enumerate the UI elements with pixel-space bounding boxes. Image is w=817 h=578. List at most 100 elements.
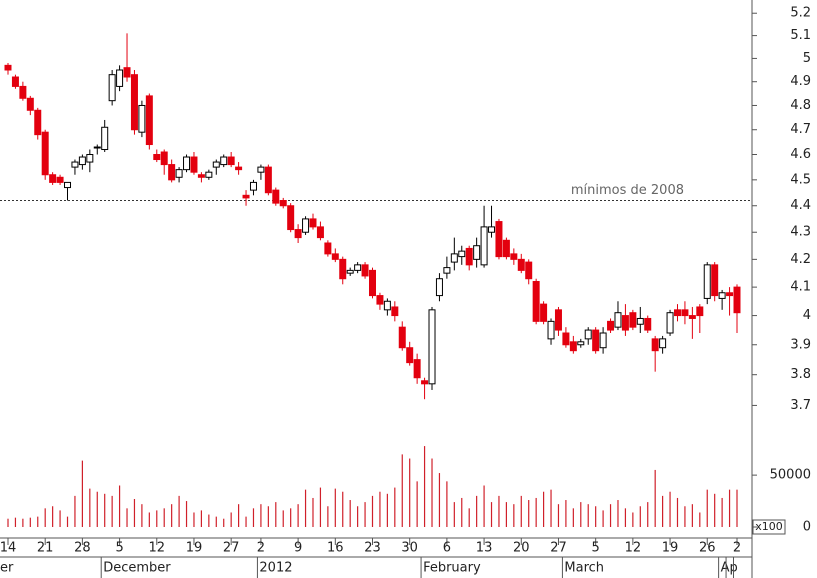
- candle-body: [302, 218, 310, 233]
- x-tick-label: 21: [37, 541, 54, 556]
- candle-body: [510, 253, 518, 260]
- candle-body: [324, 242, 332, 255]
- y-tick-label: 4: [803, 308, 811, 323]
- x-tick-label: 20: [513, 541, 530, 556]
- y-tick-label: 4.8: [790, 98, 811, 113]
- x-tick-label: 30: [401, 541, 418, 556]
- y-tick-label: 4.7: [790, 122, 811, 137]
- x-tick-label: 27: [223, 541, 240, 556]
- candle-body: [540, 303, 548, 322]
- candle-body: [316, 226, 324, 239]
- candle-body: [130, 74, 138, 131]
- candle-body: [421, 380, 429, 385]
- y-tick-label: 4.2: [790, 252, 811, 267]
- x-tick-label: 12: [625, 541, 642, 556]
- candle-body: [711, 264, 719, 297]
- candle-body: [227, 156, 235, 166]
- y-tick-label: 4.6: [790, 147, 811, 162]
- candle-body: [354, 264, 362, 271]
- candle-body: [123, 67, 131, 78]
- candle-body: [346, 269, 354, 274]
- candle-body: [19, 85, 27, 99]
- x-tick-label: 23: [364, 541, 381, 556]
- x-tick-label: 16: [327, 541, 344, 556]
- y-tick-label: 4.5: [790, 172, 811, 187]
- candle-body: [376, 295, 384, 305]
- candle-body: [383, 300, 391, 311]
- candle-body: [197, 174, 205, 178]
- candle-body: [168, 164, 176, 181]
- x-tick-label: 13: [476, 541, 493, 556]
- candle-body: [160, 151, 168, 166]
- reference-label: mínimos de 2008: [571, 183, 684, 198]
- candle-body: [339, 258, 347, 280]
- x-tick-label: 2: [733, 541, 741, 556]
- candle-body: [86, 154, 94, 163]
- candle-body: [413, 359, 421, 379]
- candle-body: [666, 312, 674, 334]
- candle-body: [279, 200, 287, 207]
- candle-body: [116, 69, 124, 87]
- candle-body: [361, 264, 369, 277]
- candle-body: [688, 315, 696, 319]
- candle-body: [577, 341, 585, 346]
- candle-body: [726, 292, 734, 297]
- candle-body: [64, 181, 72, 189]
- candle-body: [175, 169, 183, 178]
- x-tick-label: 14: [0, 541, 16, 556]
- candle-body: [93, 146, 101, 149]
- candle-body: [190, 156, 198, 173]
- candle-body: [696, 306, 704, 317]
- candle-body: [101, 126, 109, 151]
- candle-body: [11, 76, 19, 87]
- x-tick-label: 19: [186, 541, 203, 556]
- candle-body: [569, 341, 577, 352]
- candle-body: [562, 332, 570, 346]
- candle-body: [406, 347, 414, 364]
- volume-tick-label: 50000: [770, 468, 811, 483]
- candle-body: [56, 176, 64, 183]
- candle-body: [331, 253, 339, 260]
- x-tick-label: 27: [550, 541, 567, 556]
- candle-body: [659, 338, 667, 349]
- candle-body: [584, 329, 592, 340]
- candle-body: [450, 253, 458, 263]
- candle-body: [532, 281, 540, 322]
- y-tick-label: 4.1: [790, 280, 811, 295]
- candle-body: [294, 229, 302, 239]
- y-tick-label: 3.7: [790, 398, 811, 413]
- candle-body: [249, 181, 257, 191]
- month-label: December: [103, 561, 171, 576]
- month-label: March: [564, 561, 604, 576]
- y-tick-label: 4.3: [790, 225, 811, 240]
- candle-body: [78, 156, 86, 166]
- candle-body: [4, 64, 12, 71]
- candle-body: [34, 109, 42, 136]
- candle-body: [673, 309, 681, 317]
- candle-body: [636, 317, 644, 325]
- candle-body: [145, 95, 153, 146]
- y-tick-label: 3.9: [790, 337, 811, 352]
- y-tick-label: 3.8: [790, 367, 811, 382]
- candle-body: [480, 226, 488, 266]
- month-label: 2012: [259, 561, 292, 576]
- y-tick-label: 4.4: [790, 198, 811, 213]
- candle-body: [153, 154, 161, 161]
- candle-body: [502, 239, 510, 258]
- candle-body: [391, 306, 399, 317]
- candle-body: [473, 245, 481, 260]
- x-tick-label: 28: [74, 541, 91, 556]
- candle-body: [242, 194, 250, 199]
- candle-body: [703, 264, 711, 299]
- x-tick-label: 5: [592, 541, 600, 556]
- candle-body: [49, 174, 57, 183]
- candle-body: [205, 171, 213, 178]
- candle-body: [71, 161, 79, 168]
- x-tick-label: 2: [257, 541, 265, 556]
- y-tick-label: 5: [803, 51, 811, 66]
- candle-body: [554, 309, 562, 331]
- candle-body: [592, 329, 600, 352]
- candle-body: [26, 97, 34, 111]
- candle-body: [428, 309, 436, 385]
